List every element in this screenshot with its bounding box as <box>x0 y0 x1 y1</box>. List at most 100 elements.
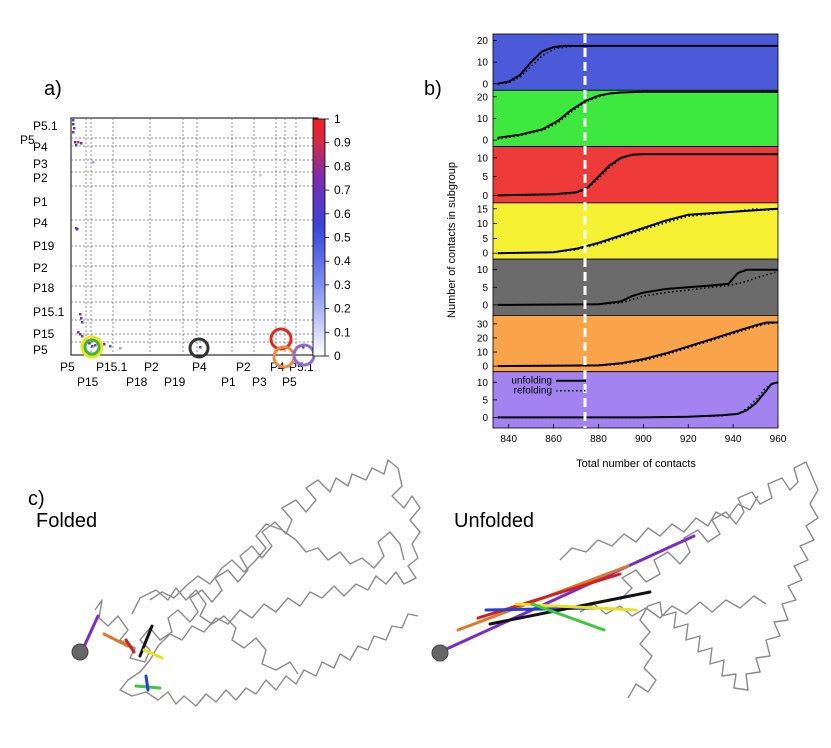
y-tick-label: 10 <box>477 348 489 359</box>
map-y-label: P2 <box>33 171 48 185</box>
contact-map-frame <box>70 117 319 356</box>
map-y-label: P4 <box>33 140 48 154</box>
subgroup-panel-2: 0 5 10 <box>477 146 779 204</box>
y-tick-label: 0 <box>482 413 488 424</box>
colorbar-tick-label: 0.5 <box>334 231 351 245</box>
map-contact-20 <box>94 344 97 347</box>
panel-c-label: c) <box>28 488 45 510</box>
subgroup-panel-background <box>492 371 779 429</box>
x-tick-label: 920 <box>680 434 697 445</box>
map-contact-15 <box>79 333 82 336</box>
x-tick-label: 900 <box>635 434 652 445</box>
y-tick-label: 0 <box>482 79 488 90</box>
contact-map-gridlines <box>71 118 318 355</box>
folded-title: Folded <box>36 510 97 532</box>
map-contact-0 <box>72 119 75 122</box>
map-contact-13 <box>81 321 84 324</box>
highlight-circle-green <box>83 338 101 356</box>
chart-x-axis-label: Total number of contacts <box>576 458 696 470</box>
subgroup-panel-6: 0 5 10 <box>477 371 779 429</box>
map-contact-2 <box>73 127 76 130</box>
map-y-label: P2 <box>33 261 48 275</box>
map-contact-6 <box>80 142 83 145</box>
map-contact-5 <box>77 141 80 144</box>
subgroup-panel-background <box>492 258 779 316</box>
y-tick-label: 10 <box>477 265 489 276</box>
folded-backbone-3 <box>131 587 299 675</box>
map-contact-11 <box>79 313 82 316</box>
map-contact-18 <box>88 342 91 345</box>
map-contact-19 <box>91 345 94 348</box>
unfolded-contact-bonds <box>438 534 696 654</box>
colorbar-tick-label: 0.4 <box>334 254 351 268</box>
map-y-label: P4 <box>33 216 48 230</box>
y-tick-label: 20 <box>477 36 489 47</box>
map-y-label: P3 <box>33 157 48 171</box>
y-tick-label: 0 <box>482 136 488 147</box>
chart-y-axis-label: Number of contacts in subgroup <box>446 162 458 318</box>
refolding-line <box>497 207 779 254</box>
map-contact-4 <box>74 141 77 144</box>
y-tick-label: 30 <box>477 319 489 330</box>
subgroup-panel-1: 0 10 20 <box>477 89 779 147</box>
x-tick-label: 840 <box>500 434 517 445</box>
colorbar-tick-label: 0.7 <box>334 183 351 197</box>
map-contact-24 <box>119 347 122 350</box>
subgroup-panel-background <box>492 33 779 91</box>
refolding-line <box>497 321 779 367</box>
map-x-label-top: P4 <box>192 360 207 374</box>
panel-b-label: b) <box>424 78 442 100</box>
map-contact-28 <box>302 346 305 349</box>
subgroup-panel-3: 0 5 10 15 <box>477 202 779 260</box>
map-y-label: P19 <box>33 239 55 253</box>
map-contact-14 <box>77 331 80 334</box>
folded-bond-blue <box>144 674 150 692</box>
folded-contact-bonds <box>80 614 164 692</box>
y-tick-label: 0 <box>482 249 488 260</box>
subgroup-contact-charts: 0 10 20 0 10 20 0 5 10 0 5 10 15 0 5 10 0 10 20 30 0 5 10 840 86… <box>477 33 787 445</box>
map-y-label: P1 <box>33 195 48 209</box>
map-contact-10 <box>76 228 79 231</box>
unfolded-backbone-3 <box>579 595 767 619</box>
subgroup-panel-background <box>492 146 779 204</box>
colorbar-tick-label: 1 <box>334 112 341 126</box>
map-x-label-bottom: P15 <box>77 375 99 389</box>
unfolding-line <box>497 321 778 368</box>
map-contact-12 <box>80 317 83 320</box>
folded-bond-yellow <box>142 648 164 660</box>
unfolded-title: Unfolded <box>454 510 534 532</box>
y-tick-label: 5 <box>482 172 488 183</box>
map-contact-25 <box>199 346 202 349</box>
folded-bond-black <box>138 624 154 658</box>
y-tick-label: 10 <box>477 219 489 230</box>
subgroup-panel-5: 0 10 20 30 <box>477 315 779 373</box>
unfolded-backbone-2 <box>559 495 759 561</box>
y-tick-label: 10 <box>477 153 489 164</box>
map-contact-23 <box>109 345 112 348</box>
legend-unfolding-label: unfolding <box>511 376 552 387</box>
map-y-label: P5 <box>33 343 48 357</box>
subgroup-panel-background <box>492 89 779 147</box>
y-tick-label: 10 <box>477 114 489 125</box>
map-contact-16 <box>81 335 84 338</box>
map-contact-3 <box>72 131 75 134</box>
map-y-label: P15.1 <box>33 305 65 319</box>
map-x-label-top: P5 <box>60 360 75 374</box>
refolding-line <box>497 270 779 306</box>
legend-refolding-label: refolding <box>514 386 552 397</box>
folded-structure <box>94 459 421 707</box>
map-x-label-top: P2 <box>144 360 159 374</box>
map-contact-1 <box>72 123 75 126</box>
panel-a-label: a) <box>44 78 62 100</box>
map-contact-7 <box>75 144 78 147</box>
folded-backbone-2 <box>149 523 405 601</box>
contact-map-highlight-circles <box>80 327 316 369</box>
colorbar-tick-label: 0.3 <box>334 278 351 292</box>
x-tick-label: 940 <box>725 434 742 445</box>
subgroup-panel-4: 0 5 10 <box>477 258 779 316</box>
map-x-label-bottom: P18 <box>126 375 148 389</box>
